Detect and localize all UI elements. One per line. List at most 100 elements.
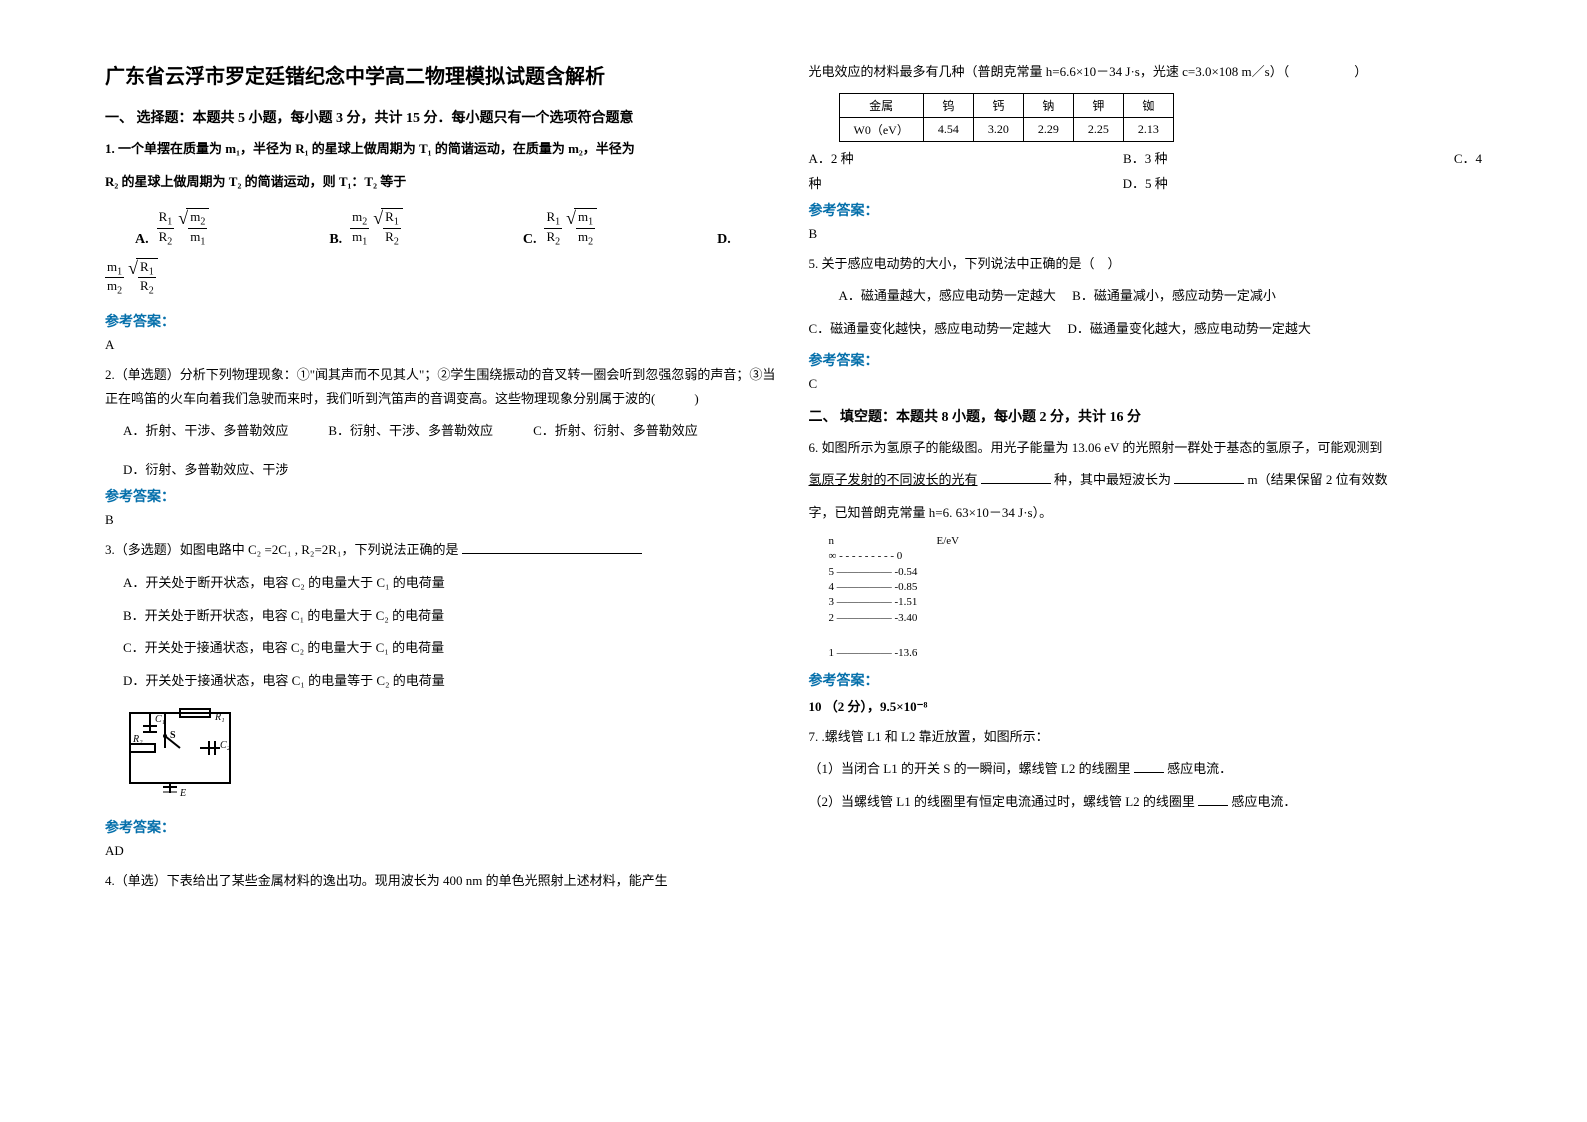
svg-text:R₂: R₂ — [132, 734, 143, 745]
q6-l2b: 种，其中最短波长为 — [1054, 472, 1171, 487]
q1-opt-d-label: D. — [717, 232, 731, 248]
q5-opt-c: C．磁通量变化越快，感应电动势一定越大 — [809, 321, 1052, 336]
svg-text:E: E — [179, 788, 186, 798]
q4-cont: 光电效应的材料最多有几种（普朗克常量 h=6.6×10－34 J·s，光速 c=… — [809, 60, 1483, 85]
q4-answer-label: 参考答案： — [809, 200, 1483, 220]
metals-v4: 2.13 — [1123, 117, 1173, 141]
q5-opts-ab: A．磁通量越大，感应电动势一定越大 B．磁通量减小，感应动势一定减小 — [839, 284, 1483, 309]
q2-opt-c: C．折射、衍射、多普勒效应 — [533, 420, 698, 439]
q3-answer-label: 参考答案： — [105, 817, 779, 837]
section-1-head: 一、 选择题：本题共 5 小题，每小题 3 分，共计 15 分．每小题只有一个选… — [105, 107, 779, 127]
q1-opt-d-formula: m1m2 R1R2 — [105, 258, 779, 297]
energy-l3: 3 ————— -1.51 — [829, 595, 1483, 610]
q3-opt-a: A．开关处于断开状态，电容 C₂ 的电量大于 C₁ 的电荷量 — [123, 571, 779, 596]
metals-h1: 钨 — [923, 93, 973, 117]
q6-l2a: 氢原子发射的不同波长的光有 — [809, 472, 978, 487]
energy-inf: ∞ - - - - - - - - - 0 — [829, 549, 1483, 564]
q5-answer-label: 参考答案： — [809, 350, 1483, 370]
metals-h3: 钠 — [1023, 93, 1073, 117]
q6-answer-label: 参考答案： — [809, 670, 1483, 690]
q7-p2b: 感应电流． — [1231, 794, 1296, 809]
q7-blank1 — [1134, 759, 1164, 773]
page-title: 广东省云浮市罗定廷锴纪念中学高二物理模拟试题含解析 — [105, 60, 779, 89]
q4-opt-d: D．5 种 — [1033, 173, 1258, 192]
circuit-diagram-icon: C₁ R₁ S R₂ C₂ E — [125, 708, 235, 798]
q6-l3: 字，已知普朗克常量 h=6. 63×10－34 J·s）。 — [809, 501, 1483, 526]
q2-options: A．折射、干涉、多普勒效应 B．衍射、干涉、多普勒效应 C．折射、衍射、多普勒效… — [123, 420, 779, 478]
metals-h4: 钾 — [1073, 93, 1123, 117]
q2-opt-b: B．衍射、干涉、多普勒效应 — [328, 420, 493, 439]
metals-v3: 2.25 — [1073, 117, 1123, 141]
section-2-head: 二、 填空题：本题共 8 小题，每小题 2 分，共计 16 分 — [809, 406, 1483, 426]
energy-l2: 2 ————— -3.40 — [829, 611, 1483, 626]
table-row: 金属 钨 钙 钠 钾 铷 — [839, 93, 1173, 117]
q1-opt-b: B. m2m1 R1R2 — [329, 208, 403, 247]
q3-opt-b: B．开关处于断开状态，电容 C₁ 的电量大于 C₂ 的电荷量 — [123, 604, 779, 629]
energy-l4: 4 ————— -0.85 — [829, 580, 1483, 595]
energy-l1: 1 ————— -13.6 — [829, 646, 1483, 661]
right-column: 光电效应的材料最多有几种（普朗克常量 h=6.6×10－34 J·s，光速 c=… — [794, 60, 1498, 1062]
table-row: W0（eV） 4.54 3.20 2.29 2.25 2.13 — [839, 117, 1173, 141]
metals-v0: 4.54 — [923, 117, 973, 141]
q4-options-row1: A．2 种 B．3 种 C．4 — [809, 148, 1483, 167]
svg-text:C₁: C₁ — [155, 714, 165, 725]
energy-n-label: n — [829, 534, 841, 549]
q1-stem-2: R₂ 的星球上做周期为 T₂ 的简谐运动，则 T₁：T₂ 等于 — [105, 170, 779, 195]
q3-stem-text: 3.（多选题）如图电路中 C₂ =2C₁ , R₂=2R₁，下列说法正确的是 — [105, 542, 458, 557]
svg-text:R₁: R₁ — [214, 712, 225, 723]
metals-h0: 金属 — [839, 93, 923, 117]
q1-answer-label: 参考答案： — [105, 311, 779, 331]
q6-l2: 氢原子发射的不同波长的光有 种，其中最短波长为 m（结果保留 2 位有效数 — [809, 468, 1483, 493]
q2-opt-a: A．折射、干涉、多普勒效应 — [123, 420, 288, 439]
q3-answer: AD — [105, 843, 779, 859]
q4-options-row2: 种 D．5 种 — [809, 173, 1483, 192]
q2-answer-label: 参考答案： — [105, 486, 779, 506]
metals-row-label: W0（eV） — [839, 117, 923, 141]
metals-table: 金属 钨 钙 钠 钾 铷 W0（eV） 4.54 3.20 2.29 2.25 … — [839, 93, 1174, 142]
q7-p1b: 感应电流． — [1167, 761, 1232, 776]
q1-opt-c: C. R1R2 m1m2 — [523, 208, 597, 247]
q6-answer: 10 （2 分），9.5×10⁻⁸ — [809, 696, 1483, 715]
q2-answer: B — [105, 512, 779, 528]
q5-opt-b: B．磁通量减小，感应动势一定减小 — [1072, 288, 1276, 303]
metals-h5: 铷 — [1123, 93, 1173, 117]
q7-p2a: （2）当螺线管 L1 的线圈里有恒定电流通过时，螺线管 L2 的线圈里 — [809, 794, 1195, 809]
metals-v2: 2.29 — [1023, 117, 1073, 141]
q4-opt-a: A．2 种 — [809, 148, 1034, 167]
q5-opts-cd: C．磁通量变化越快，感应电动势一定越大 D．磁通量变化越大，感应电动势一定越大 — [809, 317, 1483, 342]
q6-blank2 — [1174, 470, 1244, 484]
q1-answer: A — [105, 337, 779, 353]
q6-l1: 6. 如图所示为氢原子的能级图。用光子能量为 13.06 eV 的光照射一群处于… — [809, 436, 1483, 461]
q2-stem: 2.（单选题）分析下列物理现象：①"闻其声而不见其人"；②学生围绕振动的音叉转一… — [105, 363, 779, 412]
q5-stem: 5. 关于感应电动势的大小，下列说法中正确的是（ ） — [809, 252, 1483, 277]
energy-l5: 5 ————— -0.54 — [829, 565, 1483, 580]
energy-e-label: E/eV — [937, 534, 960, 549]
metals-v1: 3.20 — [973, 117, 1023, 141]
q5-opt-a: A．磁通量越大，感应电动势一定越大 — [839, 288, 1056, 303]
q7-stem: 7. .螺线管 L1 和 L2 靠近放置，如图所示： — [809, 725, 1483, 750]
q3-blank — [462, 540, 642, 554]
q1-stem-1: 1. 一个单摆在质量为 m₁，半径为 R₁ 的星球上做周期为 T₁ 的简谐运动，… — [105, 137, 779, 162]
svg-text:C₂: C₂ — [220, 740, 231, 751]
q7-p1: （1）当闭合 L1 的开关 S 的一瞬间，螺线管 L2 的线圈里 感应电流． — [809, 757, 1483, 782]
q5-opt-d: D．磁通量变化越大，感应电动势一定越大 — [1067, 321, 1310, 336]
energy-level-diagram: n E/eV ∞ - - - - - - - - - 0 5 ————— -0.5… — [829, 534, 1483, 662]
q6-l2c: m（结果保留 2 位有效数 — [1248, 472, 1388, 487]
left-column: 广东省云浮市罗定廷锴纪念中学高二物理模拟试题含解析 一、 选择题：本题共 5 小… — [90, 60, 794, 1062]
q3-opt-d: D．开关处于接通状态，电容 C₁ 的电量等于 C₂ 的电荷量 — [123, 669, 779, 694]
q3-opt-c: C．开关处于接通状态，电容 C₂ 的电量大于 C₁ 的电荷量 — [123, 636, 779, 661]
q7-p1a: （1）当闭合 L1 的开关 S 的一瞬间，螺线管 L2 的线圈里 — [809, 761, 1131, 776]
q6-blank1 — [981, 470, 1051, 484]
q7-p2: （2）当螺线管 L1 的线圈里有恒定电流通过时，螺线管 L2 的线圈里 感应电流… — [809, 790, 1483, 815]
q2-opt-d: D．衍射、多普勒效应、干涉 — [123, 459, 288, 478]
q4-opt-c: C．4 — [1258, 148, 1483, 167]
q4-stem: 4.（单选）下表给出了某些金属材料的逸出功。现用波长为 400 nm 的单色光照… — [105, 869, 779, 894]
q4-answer: B — [809, 226, 1483, 242]
metals-h2: 钙 — [973, 93, 1023, 117]
q3-stem: 3.（多选题）如图电路中 C₂ =2C₁ , R₂=2R₁，下列说法正确的是 — [105, 538, 779, 563]
q4-opt-c2: 种 — [809, 173, 1034, 192]
q5-answer: C — [809, 376, 1483, 392]
svg-text:S: S — [170, 730, 176, 741]
q1-options-row1: A. R1R2 m2m1 B. m2m1 R1R2 C. R1R2 m1m2 D… — [135, 208, 779, 247]
q4-opt-b: B．3 种 — [1033, 148, 1258, 167]
